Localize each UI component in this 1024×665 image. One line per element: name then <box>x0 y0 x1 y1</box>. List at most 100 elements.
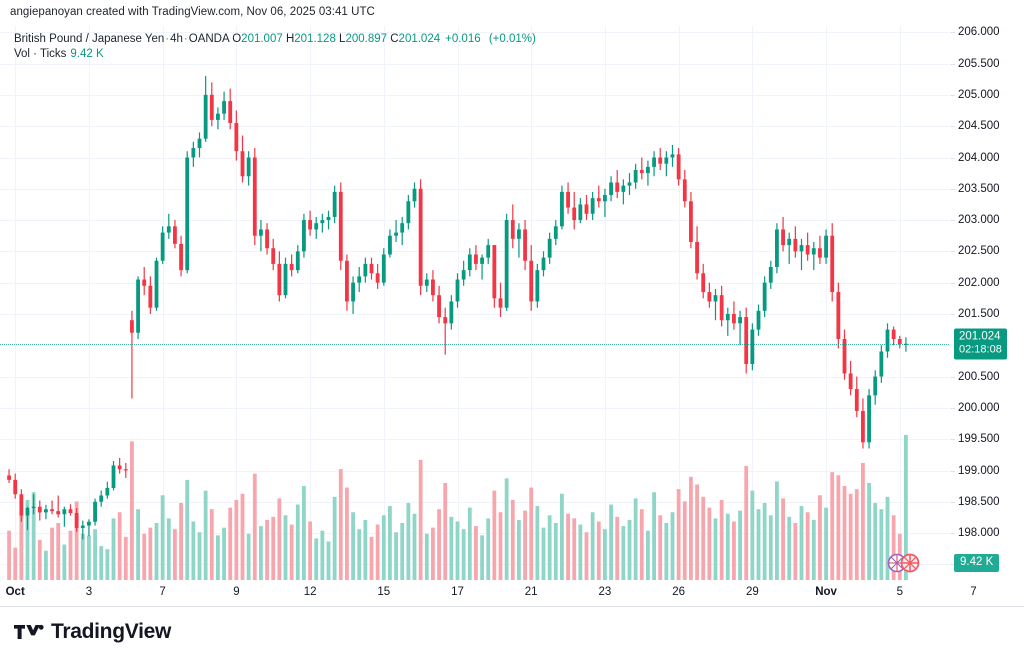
volume-bar <box>621 526 626 580</box>
time-tick-label: Oct <box>5 586 25 598</box>
candle-body <box>486 245 491 258</box>
volume-bar <box>252 473 257 580</box>
candle-body <box>13 479 18 495</box>
candle-body <box>775 229 779 268</box>
volume-bar <box>854 489 859 580</box>
price-tick-dash <box>950 533 955 535</box>
candle-body <box>510 220 515 239</box>
volume-bar <box>130 441 134 580</box>
volume-bar <box>93 529 97 580</box>
candle-body <box>639 169 644 174</box>
volume-bar <box>265 519 269 580</box>
volume-bar <box>295 504 300 580</box>
price-tick-dash <box>950 501 955 503</box>
volume-bar <box>381 515 386 580</box>
legend-interval[interactable]: 4h <box>170 33 183 45</box>
chart-plot-area[interactable] <box>0 26 975 580</box>
volume-bar <box>517 519 521 580</box>
legend-volume-label[interactable]: Vol · Ticks <box>14 48 67 60</box>
time-tick-label: 29 <box>745 586 759 598</box>
candle-body <box>897 338 902 344</box>
volume-bar <box>818 495 822 580</box>
candle-body <box>308 220 312 230</box>
candle-body <box>418 188 423 286</box>
candle-body <box>455 279 460 302</box>
candle-body <box>664 157 669 164</box>
legend-symbol[interactable]: British Pound / Japanese Yen <box>14 33 165 45</box>
gridline-horizontal <box>0 439 949 441</box>
legend-change: +0.016 <box>445 33 481 45</box>
volume-bar <box>762 502 767 580</box>
candle-body <box>25 508 30 516</box>
volume-bar <box>369 536 374 580</box>
candle-body <box>136 279 140 333</box>
chart-legend[interactable]: British Pound / Japanese Yen·4h·OANDA O2… <box>14 32 536 62</box>
candle-body <box>369 263 374 274</box>
price-tick-label: 201.500 <box>958 308 1000 320</box>
volume-bar <box>136 509 140 580</box>
price-tick-label: 200.000 <box>958 401 1000 414</box>
volume-bar <box>596 521 601 580</box>
candle-body <box>345 260 349 302</box>
price-scale[interactable]: 201.024 02:18:08 9.42 K 206.000 205.500 20… <box>949 26 1024 580</box>
volume-bar <box>197 532 202 580</box>
candle-body <box>590 198 595 214</box>
volume-bar <box>756 509 761 580</box>
time-tick-label: 3 <box>85 586 93 598</box>
candle-body <box>566 191 570 208</box>
legend-symbol-row: British Pound / Japanese Yen·4h·OANDA O2… <box>14 32 536 47</box>
candle-body <box>842 338 847 374</box>
candle-body <box>879 351 884 377</box>
candle-body <box>461 270 466 280</box>
volume-bar <box>664 523 669 580</box>
volume-bar <box>891 515 896 580</box>
price-tick-label: 198.000 <box>958 527 1000 540</box>
volume-bar <box>590 512 595 580</box>
volume-bar <box>314 538 319 580</box>
candle-body <box>400 223 405 233</box>
candle-body <box>609 182 613 196</box>
volume-bar <box>400 523 405 580</box>
candle-body <box>603 195 607 202</box>
volume-bar <box>203 490 208 580</box>
candle-body <box>283 263 288 296</box>
volume-bar <box>289 524 294 580</box>
candle-body <box>541 257 546 271</box>
price-tick-label: 198.500 <box>958 495 1000 508</box>
candle-body <box>31 506 36 509</box>
volume-bar <box>7 530 11 580</box>
volume-bar <box>873 502 878 580</box>
gridline-vertical <box>752 26 754 580</box>
axis-separator <box>0 606 1024 607</box>
volume-bar <box>719 499 724 580</box>
volume-bar <box>142 533 147 580</box>
candle-body <box>363 263 368 277</box>
price-tick-dash <box>950 157 955 159</box>
candle-body <box>492 245 497 299</box>
volume-bar <box>498 512 503 580</box>
volume-bar <box>13 547 18 580</box>
volume-bar <box>80 533 85 580</box>
legend-low-value: 200.897 <box>345 33 388 45</box>
candle-body <box>467 254 472 271</box>
volume-bar <box>443 482 448 580</box>
price-tick-label: 204.000 <box>958 151 1000 164</box>
price-tick-dash <box>950 439 955 441</box>
candle-body <box>50 509 54 512</box>
tradingview-logo-icon <box>14 624 44 639</box>
candle-body <box>867 395 871 443</box>
candle-body <box>811 248 816 255</box>
price-tick-label: 205.000 <box>958 88 1000 101</box>
time-scale[interactable]: Oct 3 7 9 12 15 17 21 23 26 29 Nov 5 7 <box>0 580 977 606</box>
candle-body <box>234 123 239 152</box>
gridline-vertical <box>88 26 90 580</box>
candle-body <box>216 113 220 120</box>
time-tick-label: 26 <box>672 586 685 598</box>
legend-change-percent: (+0.01%) <box>488 33 536 45</box>
volume-bar <box>388 506 392 580</box>
candle-body <box>443 317 448 324</box>
candle-body <box>80 525 85 529</box>
volume-bar <box>738 510 742 580</box>
price-tick-dash <box>950 564 955 566</box>
volume-bar <box>793 523 798 580</box>
